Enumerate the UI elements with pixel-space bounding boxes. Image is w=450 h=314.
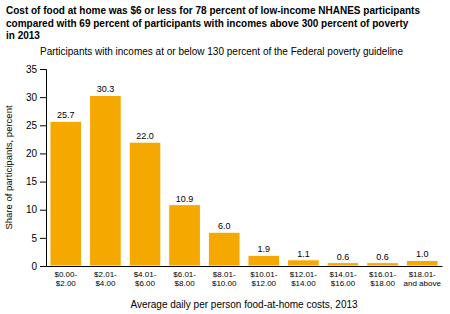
y-axis-title: Share of participants, percent: [3, 105, 14, 229]
y-tick: 35: [26, 64, 46, 75]
chart-svg: Cost of food at home was $6 or less for …: [0, 0, 450, 314]
y-tick: 25: [26, 120, 46, 131]
y-tick-label: 20: [26, 148, 38, 159]
y-tick-label: 15: [26, 176, 38, 187]
x-tick: $14.01-$16.00: [329, 266, 356, 288]
bar: [90, 95, 122, 266]
x-tick-label: $18.01-and above: [404, 270, 442, 288]
x-tick: $2.01-$4.00: [94, 266, 117, 288]
x-tick-label: $2.01-$4.00: [94, 270, 117, 288]
y-tick-mark: [40, 97, 46, 98]
x-tick: $6.01-$8.00: [173, 266, 196, 288]
x-tick: $8.01-$10.00: [212, 266, 237, 288]
x-tick-label: $0.00-$2.00: [54, 270, 77, 288]
y-tick: 30: [26, 92, 46, 103]
y-tick: 15: [26, 176, 46, 187]
data-label: 1.1: [297, 249, 310, 259]
bar: [288, 260, 320, 266]
y-tick: 20: [26, 148, 46, 159]
x-tick: $0.00-$2.00: [54, 266, 77, 288]
y-tick-label: 0: [31, 261, 37, 272]
y-tick-mark: [40, 182, 46, 183]
x-axis-line: [47, 266, 443, 267]
bars: [50, 95, 438, 266]
y-tick-mark: [40, 210, 46, 211]
x-tick: $12.01-$14.00: [290, 266, 317, 288]
data-label: 0.6: [376, 252, 389, 262]
y-tick-label: 30: [26, 92, 38, 103]
y-tick-label: 35: [26, 64, 38, 75]
x-tick-label: $14.01-$16.00: [329, 270, 356, 288]
bar: [169, 205, 201, 266]
data-label: 0.6: [337, 252, 350, 262]
x-tick-label: $12.01-$14.00: [290, 270, 317, 288]
bar: [327, 263, 359, 266]
y-tick-mark: [40, 125, 46, 126]
bar: [129, 142, 161, 266]
y-tick-mark: [40, 266, 46, 267]
x-tick: $10.01-$12.00: [250, 266, 277, 288]
y-tick: 0: [31, 261, 46, 272]
data-label: 22.0: [136, 131, 154, 141]
x-tick: $18.01-and above: [404, 266, 442, 288]
data-labels: 25.7 30.3 22.0 10.9 6.0 1.9 1.1 0.6 0.6 1.0: [57, 84, 428, 261]
bar: [208, 232, 240, 266]
data-label: 25.7: [57, 110, 75, 120]
x-tick-label: $8.01-$10.00: [212, 270, 237, 288]
y-tick-label: 5: [31, 233, 37, 244]
y-tick: 5: [31, 233, 46, 244]
data-label: 30.3: [97, 84, 115, 94]
x-tick-label: $16.01-$18.00: [369, 270, 396, 288]
data-label: 6.0: [218, 221, 231, 231]
chart-container: Cost of food at home was $6 or less for …: [0, 0, 450, 314]
y-axis-line: [40, 70, 47, 267]
y-axis: 0 5 10 15 20 25 30 35: [26, 64, 47, 272]
y-tick-mark: [40, 69, 46, 70]
x-axis: $0.00-$2.00 $2.01-$4.00 $4.01-$6.00 $6.01-$…: [47, 266, 443, 288]
x-tick: $16.01-$18.00: [369, 266, 396, 288]
x-tick: $4.01-$6.00: [134, 266, 157, 288]
y-tick: 10: [26, 204, 46, 215]
data-label: 1.9: [258, 244, 271, 254]
y-tick-mark: [40, 238, 46, 239]
x-tick-label: $10.01-$12.00: [250, 270, 277, 288]
x-tick-label: $4.01-$6.00: [134, 270, 157, 288]
data-label: 10.9: [176, 194, 194, 204]
bar: [367, 263, 399, 266]
y-tick-label: 25: [26, 120, 38, 131]
bar: [248, 255, 280, 266]
bar: [406, 260, 438, 266]
subtitle: Participants with incomes at or below 13…: [40, 46, 403, 57]
y-tick-mark: [40, 153, 46, 154]
x-axis-title: Average daily per person food-at-home co…: [130, 299, 358, 310]
y-tick-label: 10: [26, 204, 38, 215]
plot-area: 0 5 10 15 20 25 30 35 $0.00-$2.00 $2.01-$4.00 $4.0…: [26, 64, 443, 288]
title: Cost of food at home was $6 or less for …: [6, 5, 420, 41]
x-tick-label: $6.01-$8.00: [173, 270, 196, 288]
bar: [50, 121, 82, 266]
data-label: 1.0: [416, 249, 429, 259]
